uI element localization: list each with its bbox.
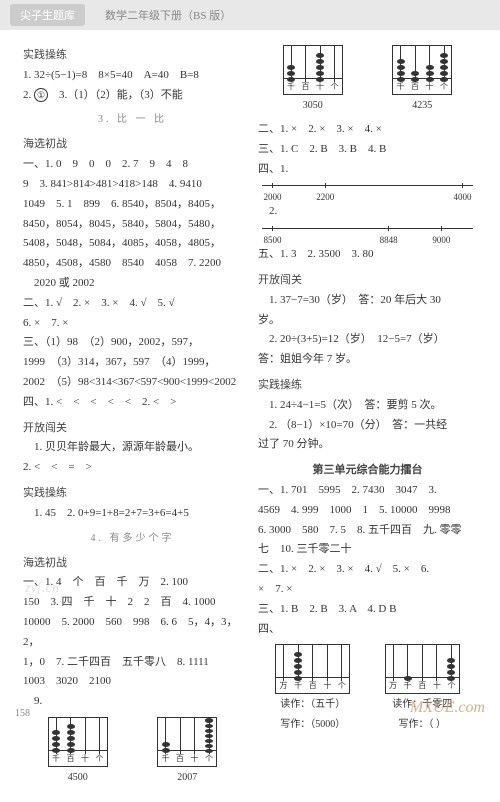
text-line: 2. （8−1）×10=70（分） 答：一共经 [258, 416, 477, 436]
right-column: 千百十个 3050 千百十个 4235 二、1. × 2. × 3. × 4. … [250, 40, 485, 792]
page-header: 尖子生题库 数学二年级下册（BS 版） [0, 0, 500, 30]
circle-marker: ① [34, 88, 48, 102]
abacus: 千百十个 4235 [392, 45, 452, 115]
abacus: 千百十个 2007 [157, 717, 217, 787]
text-line: 2. ① 3.（1）（2）能，（3）不能 [23, 86, 242, 106]
watermark: MXUE.com [410, 699, 485, 717]
text-line: 2020 或 2002 [23, 274, 242, 294]
section-title: 实践操练 [23, 46, 242, 66]
abacus-write: 写作：（5000） [280, 716, 345, 734]
number-line: 2000 2200 4000 [262, 185, 473, 188]
abacus-value: 3050 [303, 97, 323, 115]
text-line: 9 3. 841>814>481>418>148 4. 9410 [23, 175, 242, 195]
text-line: 1049 5. 1 899 6. 8540，8504，8405， [23, 195, 242, 215]
text-line: 1003 3020 2100 [23, 672, 242, 692]
watermark: zy[.cn [25, 581, 59, 597]
text-line: 6. × 7. × [23, 314, 242, 334]
section-title: 开放闯关 [23, 419, 242, 439]
text-line: 2002 （5）98<314<367<597<900<1999<2002 [23, 373, 242, 393]
section-title: 海选初战 [23, 554, 242, 574]
abacus: 万千百十个 读作：千零四 写作：（ ） [385, 644, 460, 734]
text-line: 三、1. B 2. B 3. A 4. D B [258, 600, 477, 620]
text-line: 二、1. √ 2. × 3. × 4. √ 5. √ [23, 294, 242, 314]
text-line: 1. 32÷(5−1)=8 8×5=40 A=40 B=8 [23, 66, 242, 86]
text-line: 岁。 [258, 311, 477, 331]
text-line: 三、1. C 2. B 3. B 4. B [258, 140, 477, 160]
text-line: 10000 5. 2000 560 998 6. 6 5，4，3，2， [23, 613, 242, 653]
abacus-row: 千百十个 4500 千百十个 2007 [23, 717, 242, 787]
text-line: 4569 4. 999 1000 1 5. 10000 9998 [258, 501, 477, 521]
unit-title: 第三单元综合能力擂台 [258, 461, 477, 481]
abacus: 千百十个 3050 [283, 45, 343, 115]
text-line: 三、（1）98 （2）900，2002，597， [23, 333, 242, 353]
text-line: 8450，8054，8045，5840，5804，5480， [23, 215, 242, 235]
text-line: 四、1. [258, 160, 477, 180]
text-line: 1. 45 2. 0+9=1+8=2+7=3+6=4+5 [23, 504, 242, 524]
text-line: 1，0 7. 二千四百 五千零八 8. 1111 [23, 653, 242, 673]
abacus-value: 4500 [68, 769, 88, 787]
abacus-value: 2007 [177, 769, 197, 787]
section-title: 海选初战 [23, 135, 242, 155]
text-line: 2. [258, 202, 477, 222]
text-line: 过了 70 分钟。 [258, 435, 477, 455]
text-line: 9. [23, 692, 242, 712]
sub-heading: 3. 比 一 比 [23, 111, 242, 129]
abacus-row: 千百十个 3050 千百十个 4235 [258, 45, 477, 115]
content-area: 实践操练 1. 32÷(5−1)=8 8×5=40 A=40 B=8 2. ① … [0, 30, 500, 802]
book-series: 尖子生题库 [10, 4, 85, 26]
section-title: 实践操练 [258, 376, 477, 396]
abacus-read: 读作：（五千） [280, 696, 345, 714]
text-line: 一、1. 0 9 0 0 2. 7 9 4 8 [23, 155, 242, 175]
abacus: 万千百十个 读作：（五千） 写作：（5000） [275, 644, 350, 734]
text-line: 四、1. < < < < < 2. < > [23, 393, 242, 413]
section-title: 实践操练 [23, 484, 242, 504]
text-line: 5408，5048，5084，4085，4058，4805， [23, 234, 242, 254]
left-column: 实践操练 1. 32÷(5−1)=8 8×5=40 A=40 B=8 2. ① … [15, 40, 250, 792]
page-number: 158 [15, 708, 30, 719]
text-line: 四、 [258, 620, 477, 640]
text-line: 6. 3000 580 7. 5 8. 五千四百 九. 零零 [258, 521, 477, 541]
abacus-write: 写作：（ ） [399, 716, 447, 734]
abacus: 千百十个 4500 [48, 717, 108, 787]
text-line: 1999 （3）314，367，597 （4）1999， [23, 353, 242, 373]
text-line: 七 10. 三千零二十 [258, 540, 477, 560]
text-line: 4850，4508，4580 8540 4058 7. 2200 [23, 254, 242, 274]
text-line: 答：姐姐今年 7 岁。 [258, 350, 477, 370]
sub-heading: 4. 有多少个字 [23, 530, 242, 548]
abacus-row: 万千百十个 读作：（五千） 写作：（5000） 万千百十个 读作：千零四 写作：… [258, 644, 477, 734]
text-line: 2. < < = > [23, 458, 242, 478]
book-title: 数学二年级下册（BS 版） [105, 7, 231, 23]
text-line: 2. 20÷(3+5)=12（岁） 12−5=7（岁） [258, 330, 477, 350]
text-line: 1. 贝贝年龄最大，源源年龄最小。 [23, 438, 242, 458]
number-line: 8500 8848 9000 [262, 228, 473, 231]
text-line: × 7. × [258, 580, 477, 600]
text-line: 二、1. × 2. × 3. × 4. × [258, 120, 477, 140]
text-line: 二、1. × 2. × 3. × 4. √ 5. × 6. [258, 560, 477, 580]
section-title: 开放闯关 [258, 271, 477, 291]
text-line: 1. 37−7=30（岁） 答：20 年后大 30 [258, 291, 477, 311]
text-line: 一、1. 701 5995 2. 7430 3047 3. [258, 481, 477, 501]
abacus-value: 4235 [412, 97, 432, 115]
text-line: 1. 24÷4−1=5（次） 答：要剪 5 次。 [258, 396, 477, 416]
